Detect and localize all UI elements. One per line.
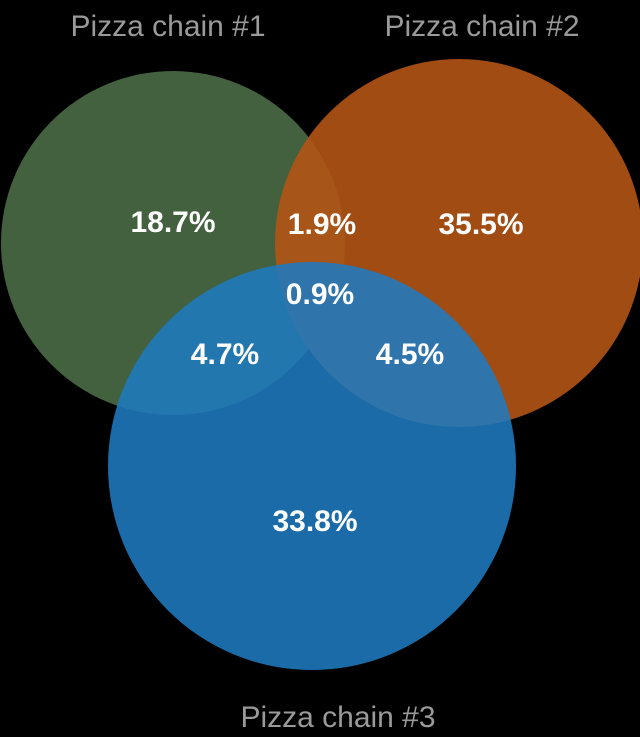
region-all-three: 0.9% [286, 278, 354, 311]
circle-pizza-chain-3 [108, 262, 516, 670]
region-chain-2-3: 4.5% [376, 338, 444, 371]
label-pizza-chain-3: Pizza chain #3 [240, 701, 435, 734]
region-only-chain-1: 18.7% [130, 206, 215, 239]
label-pizza-chain-1: Pizza chain #1 [70, 10, 265, 43]
region-only-chain-2: 35.5% [438, 208, 523, 241]
region-only-chain-3: 33.8% [272, 505, 357, 538]
label-pizza-chain-2: Pizza chain #2 [384, 10, 579, 43]
region-chain-1-2: 1.9% [288, 208, 356, 241]
region-chain-1-3: 4.7% [191, 338, 259, 371]
